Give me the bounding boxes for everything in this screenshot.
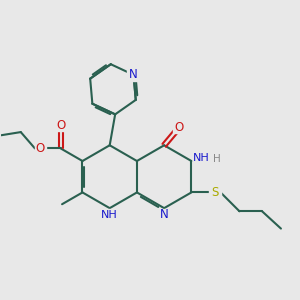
Bar: [55, 120, 66, 131]
Text: N: N: [129, 68, 138, 81]
Text: H: H: [213, 154, 220, 164]
Bar: [210, 155, 219, 164]
Bar: [100, 209, 119, 221]
Text: NH: NH: [192, 154, 209, 164]
Text: O: O: [175, 121, 184, 134]
Bar: [193, 153, 209, 164]
Text: N: N: [160, 208, 169, 221]
Text: S: S: [211, 186, 219, 199]
Bar: [209, 187, 220, 198]
Bar: [127, 69, 140, 81]
Bar: [158, 209, 170, 220]
Text: O: O: [56, 119, 65, 132]
Bar: [173, 122, 186, 133]
Text: O: O: [36, 142, 45, 155]
Text: NH: NH: [101, 210, 118, 220]
Bar: [34, 143, 46, 154]
